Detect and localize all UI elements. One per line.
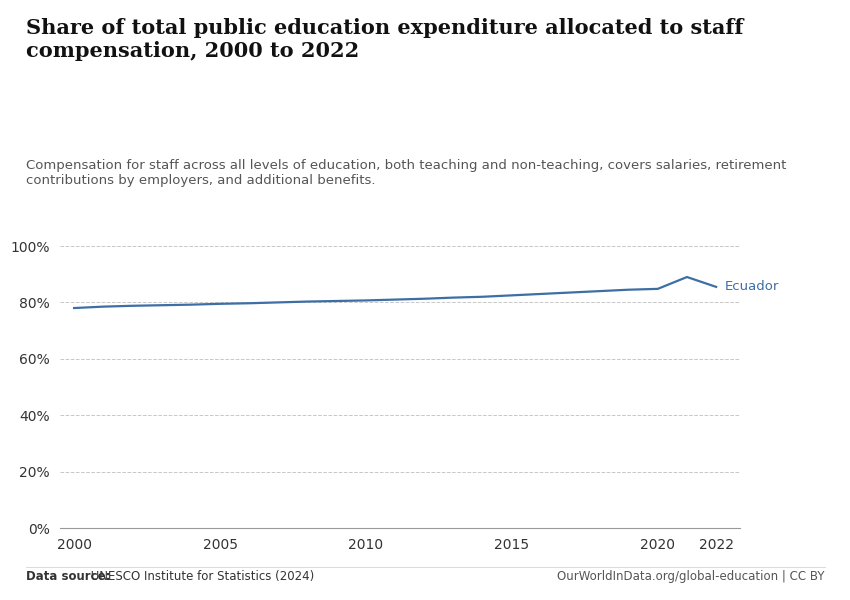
Text: Share of total public education expenditure allocated to staff
compensation, 200: Share of total public education expendit…	[26, 18, 743, 61]
Text: Data source:: Data source:	[26, 570, 110, 583]
Text: Our World
in Data: Our World in Data	[721, 27, 788, 57]
Text: OurWorldInData.org/global-education | CC BY: OurWorldInData.org/global-education | CC…	[557, 570, 824, 583]
Text: Ecuador: Ecuador	[725, 280, 779, 293]
Text: Compensation for staff across all levels of education, both teaching and non-tea: Compensation for staff across all levels…	[26, 159, 786, 187]
Text: UNESCO Institute for Statistics (2024): UNESCO Institute for Statistics (2024)	[87, 570, 314, 583]
